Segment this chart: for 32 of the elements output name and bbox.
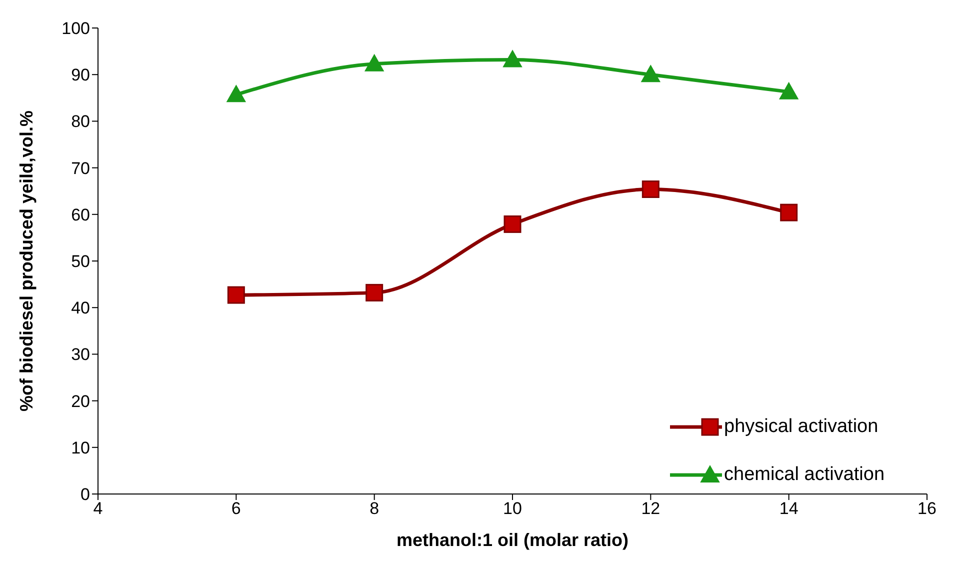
y-tick-label: 90 (71, 66, 90, 85)
point (641, 65, 660, 82)
y-tick-label: 10 (71, 438, 90, 458)
y-tick-label: 30 (71, 345, 90, 364)
point (780, 204, 798, 222)
point (779, 82, 798, 100)
x-axis-title: methanol:1 oil (molar ratio) (396, 530, 629, 550)
point (642, 180, 660, 198)
x-tick-label: 10 (503, 499, 522, 518)
y-tick-label: 70 (71, 158, 90, 178)
x-tick-label: 16 (918, 499, 936, 518)
y-tick-label: 40 (71, 298, 90, 318)
point (366, 284, 384, 302)
y-tick-label: 0 (80, 485, 90, 504)
x-tick-label: 14 (779, 499, 798, 518)
y-tick-label: 100 (62, 19, 90, 38)
y-tick-label: 20 (71, 392, 90, 411)
x-tick-label: 12 (641, 499, 660, 518)
point (226, 85, 246, 102)
point (364, 54, 384, 72)
y-tick-label: 50 (71, 252, 90, 272)
y-tick-label: 80 (71, 112, 90, 132)
x-tick-label: 6 (231, 499, 241, 518)
legend-label: physical activation (724, 416, 878, 438)
point (504, 215, 522, 233)
x-tick-label: 8 (370, 499, 380, 518)
point (227, 286, 245, 304)
x-tick-label: 4 (93, 499, 103, 518)
y-tick-label: 60 (71, 205, 90, 224)
legend-label: chemical activation (724, 464, 885, 486)
point (503, 50, 522, 68)
y-axis-title: %of biodiesel produced yeild,vol.% (16, 110, 36, 412)
